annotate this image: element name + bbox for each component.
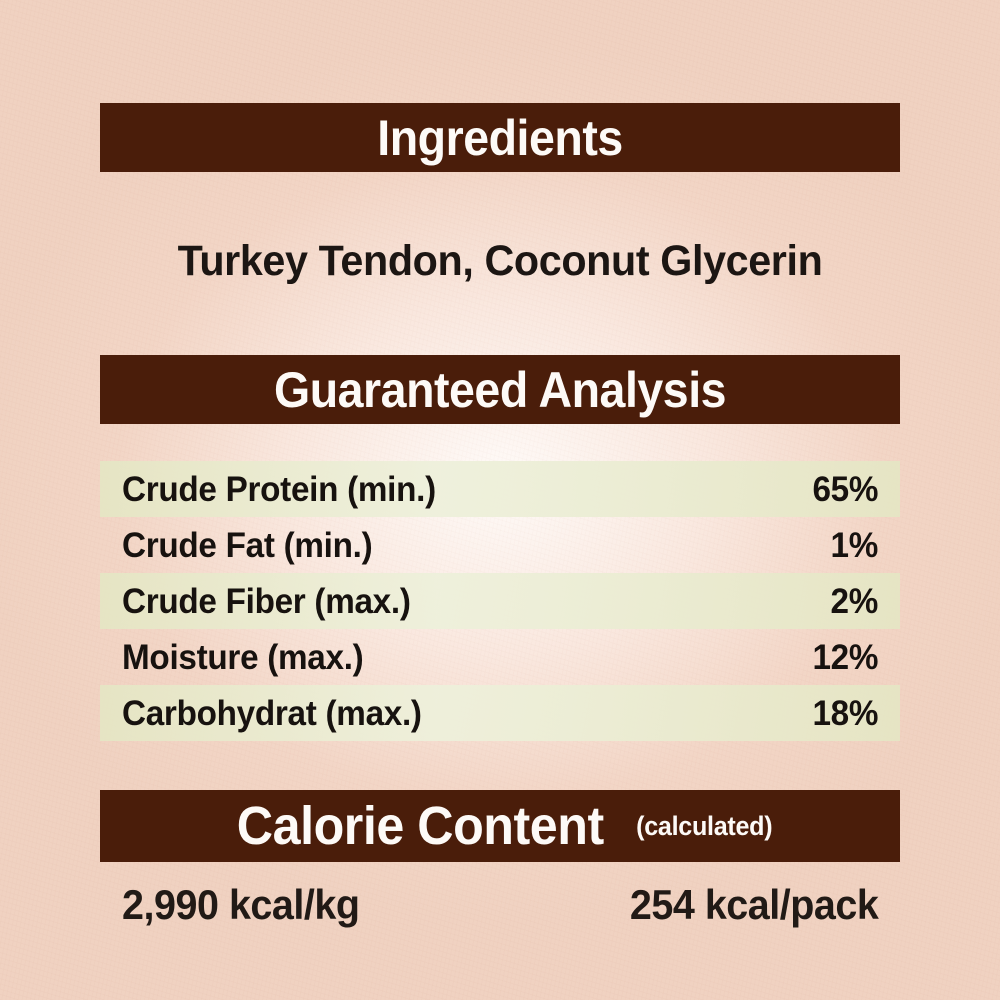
guaranteed-analysis-heading: Guaranteed Analysis [273,361,727,418]
nutrient-label: Crude Protein (min.) [122,469,436,509]
calorie-content-heading-note: (calculated) [636,810,773,841]
nutrient-value: 12% [812,637,878,677]
guaranteed-analysis-section-banner: Guaranteed Analysis [100,355,900,424]
ingredients-list-text: Turkey Tendon, Coconut Glycerin [177,237,823,285]
calories-per-pack: 254 kcal/pack [629,881,878,928]
nutrient-value: 18% [812,693,878,733]
nutrient-value: 65% [812,469,878,509]
nutrient-label: Crude Fat (min.) [122,525,373,565]
table-row: Crude Fat (min.) 1% [100,517,900,573]
ingredients-heading: Ingredients [377,109,623,166]
ingredients-section-banner: Ingredients [100,103,900,172]
nutrient-value: 1% [830,525,879,565]
table-row: Crude Protein (min.) 65% [100,461,900,517]
calorie-content-heading: Calorie Content [236,796,604,856]
calorie-figures-row: 2,990 kcal/kg 254 kcal/pack [100,884,900,926]
table-row: Moisture (max.) 12% [100,629,900,685]
table-row: Crude Fiber (max.) 2% [100,573,900,629]
nutrient-value: 2% [830,581,879,621]
table-row: Carbohydrat (max.) 18% [100,685,900,741]
calorie-content-section-banner: Calorie Content (calculated) [100,790,900,862]
nutrient-label: Moisture (max.) [122,637,364,677]
guaranteed-analysis-table: Crude Protein (min.) 65% Crude Fat (min.… [100,461,900,741]
calories-per-kilogram: 2,990 kcal/kg [122,881,360,928]
nutrient-label: Crude Fiber (max.) [122,581,411,621]
nutrient-label: Carbohydrat (max.) [122,693,422,733]
